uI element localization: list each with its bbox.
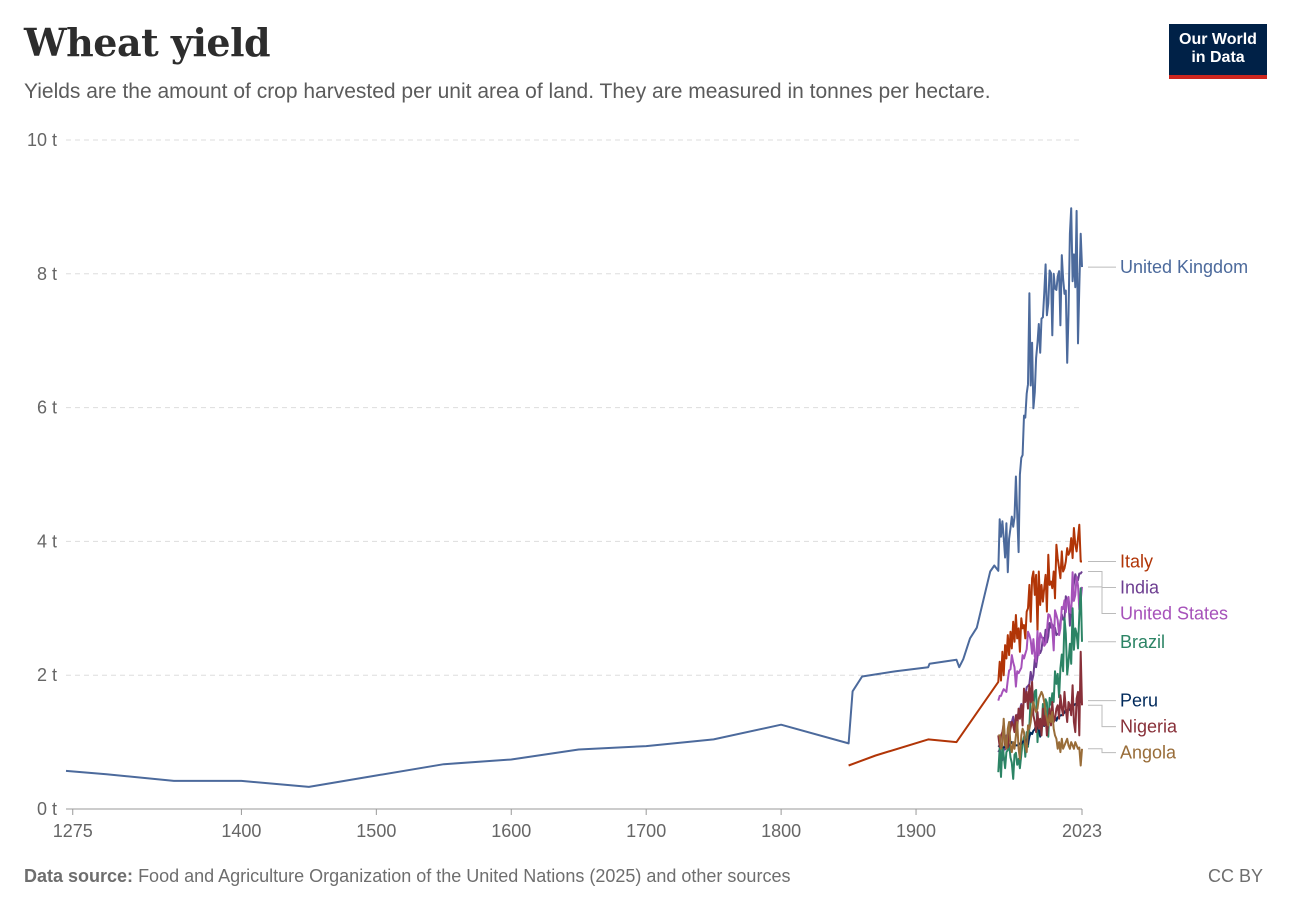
series-label-italy: Italy [1120,551,1153,571]
label-connector-nigeria [1088,704,1116,728]
series-line-nigeria [997,650,1083,749]
label-connector-india [1088,571,1116,588]
series-label-peru: Peru [1120,691,1158,711]
y-tick-label: 0 t [37,799,57,819]
series-line-angola [998,690,1083,767]
data-source-label: Data source: [24,866,134,886]
logo-line-2: in Data [1191,49,1245,66]
data-source-text: Food and Agriculture Organization of the… [138,866,791,886]
series-label-united-kingdom: United Kingdom [1120,257,1248,277]
y-tick-label: 4 t [37,531,57,551]
x-tick-label: 2023 [1062,821,1102,841]
y-tick-label: 8 t [37,264,57,284]
x-tick-label: 1900 [896,821,936,841]
chart-title: Wheat yield [24,20,271,65]
series-label-united-states: United States [1120,603,1228,623]
series-line-united-kingdom [65,207,1083,788]
series-label-angola: Angola [1120,743,1177,763]
x-tick-label: 1700 [626,821,666,841]
series-line-united-states [997,571,1083,701]
y-tick-label: 10 t [27,130,57,150]
label-connector-angola [1088,748,1116,754]
owid-logo[interactable]: Our World in Data [1169,24,1267,79]
license-link[interactable]: CC BY [1207,866,1263,886]
series-label-india: India [1120,577,1160,597]
y-tick-label: 6 t [37,398,57,418]
logo-line-1: Our World [1179,31,1257,48]
series-label-nigeria: Nigeria [1120,717,1178,737]
x-tick-label: 1600 [491,821,531,841]
x-tick-label: 1275 [53,821,93,841]
x-tick-label: 1500 [356,821,396,841]
x-tick-label: 1800 [761,821,801,841]
chart-subtitle: Yields are the amount of crop harvested … [24,80,991,103]
y-tick-label: 2 t [37,665,57,685]
data-source-note: Data source: Food and Agriculture Organi… [24,866,790,887]
x-tick-label: 1400 [221,821,261,841]
label-connector-united-states [1088,586,1116,614]
series-label-brazil: Brazil [1120,632,1165,652]
